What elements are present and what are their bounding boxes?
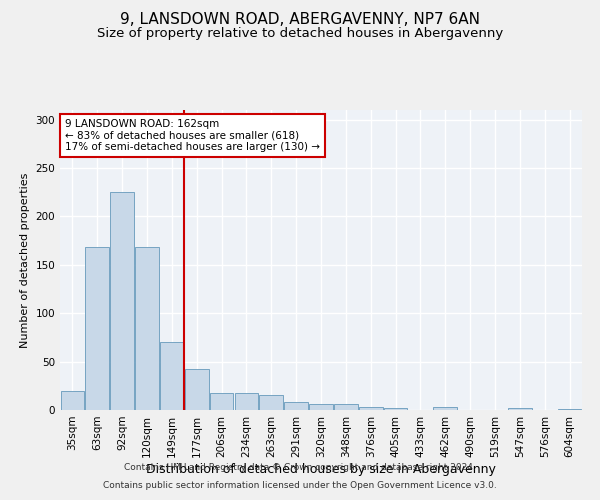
Bar bbox=[558, 409, 581, 410]
Bar bbox=[309, 404, 333, 410]
Bar bbox=[185, 370, 209, 410]
Bar bbox=[160, 342, 184, 410]
Bar bbox=[135, 248, 159, 410]
Bar bbox=[284, 402, 308, 410]
Text: 9, LANSDOWN ROAD, ABERGAVENNY, NP7 6AN: 9, LANSDOWN ROAD, ABERGAVENNY, NP7 6AN bbox=[120, 12, 480, 28]
Bar bbox=[235, 392, 258, 410]
Bar bbox=[110, 192, 134, 410]
Bar bbox=[508, 408, 532, 410]
Bar bbox=[259, 396, 283, 410]
Bar bbox=[61, 390, 84, 410]
Bar bbox=[433, 407, 457, 410]
Bar bbox=[384, 408, 407, 410]
Text: Size of property relative to detached houses in Abergavenny: Size of property relative to detached ho… bbox=[97, 28, 503, 40]
Bar bbox=[334, 404, 358, 410]
Text: Contains HM Land Registry data © Crown copyright and database right 2024.: Contains HM Land Registry data © Crown c… bbox=[124, 464, 476, 472]
X-axis label: Distribution of detached houses by size in Abergavenny: Distribution of detached houses by size … bbox=[146, 462, 496, 475]
Bar bbox=[210, 392, 233, 410]
Bar bbox=[85, 248, 109, 410]
Y-axis label: Number of detached properties: Number of detached properties bbox=[20, 172, 30, 348]
Text: 9 LANSDOWN ROAD: 162sqm
← 83% of detached houses are smaller (618)
17% of semi-d: 9 LANSDOWN ROAD: 162sqm ← 83% of detache… bbox=[65, 119, 320, 152]
Text: Contains public sector information licensed under the Open Government Licence v3: Contains public sector information licen… bbox=[103, 481, 497, 490]
Bar bbox=[359, 407, 383, 410]
